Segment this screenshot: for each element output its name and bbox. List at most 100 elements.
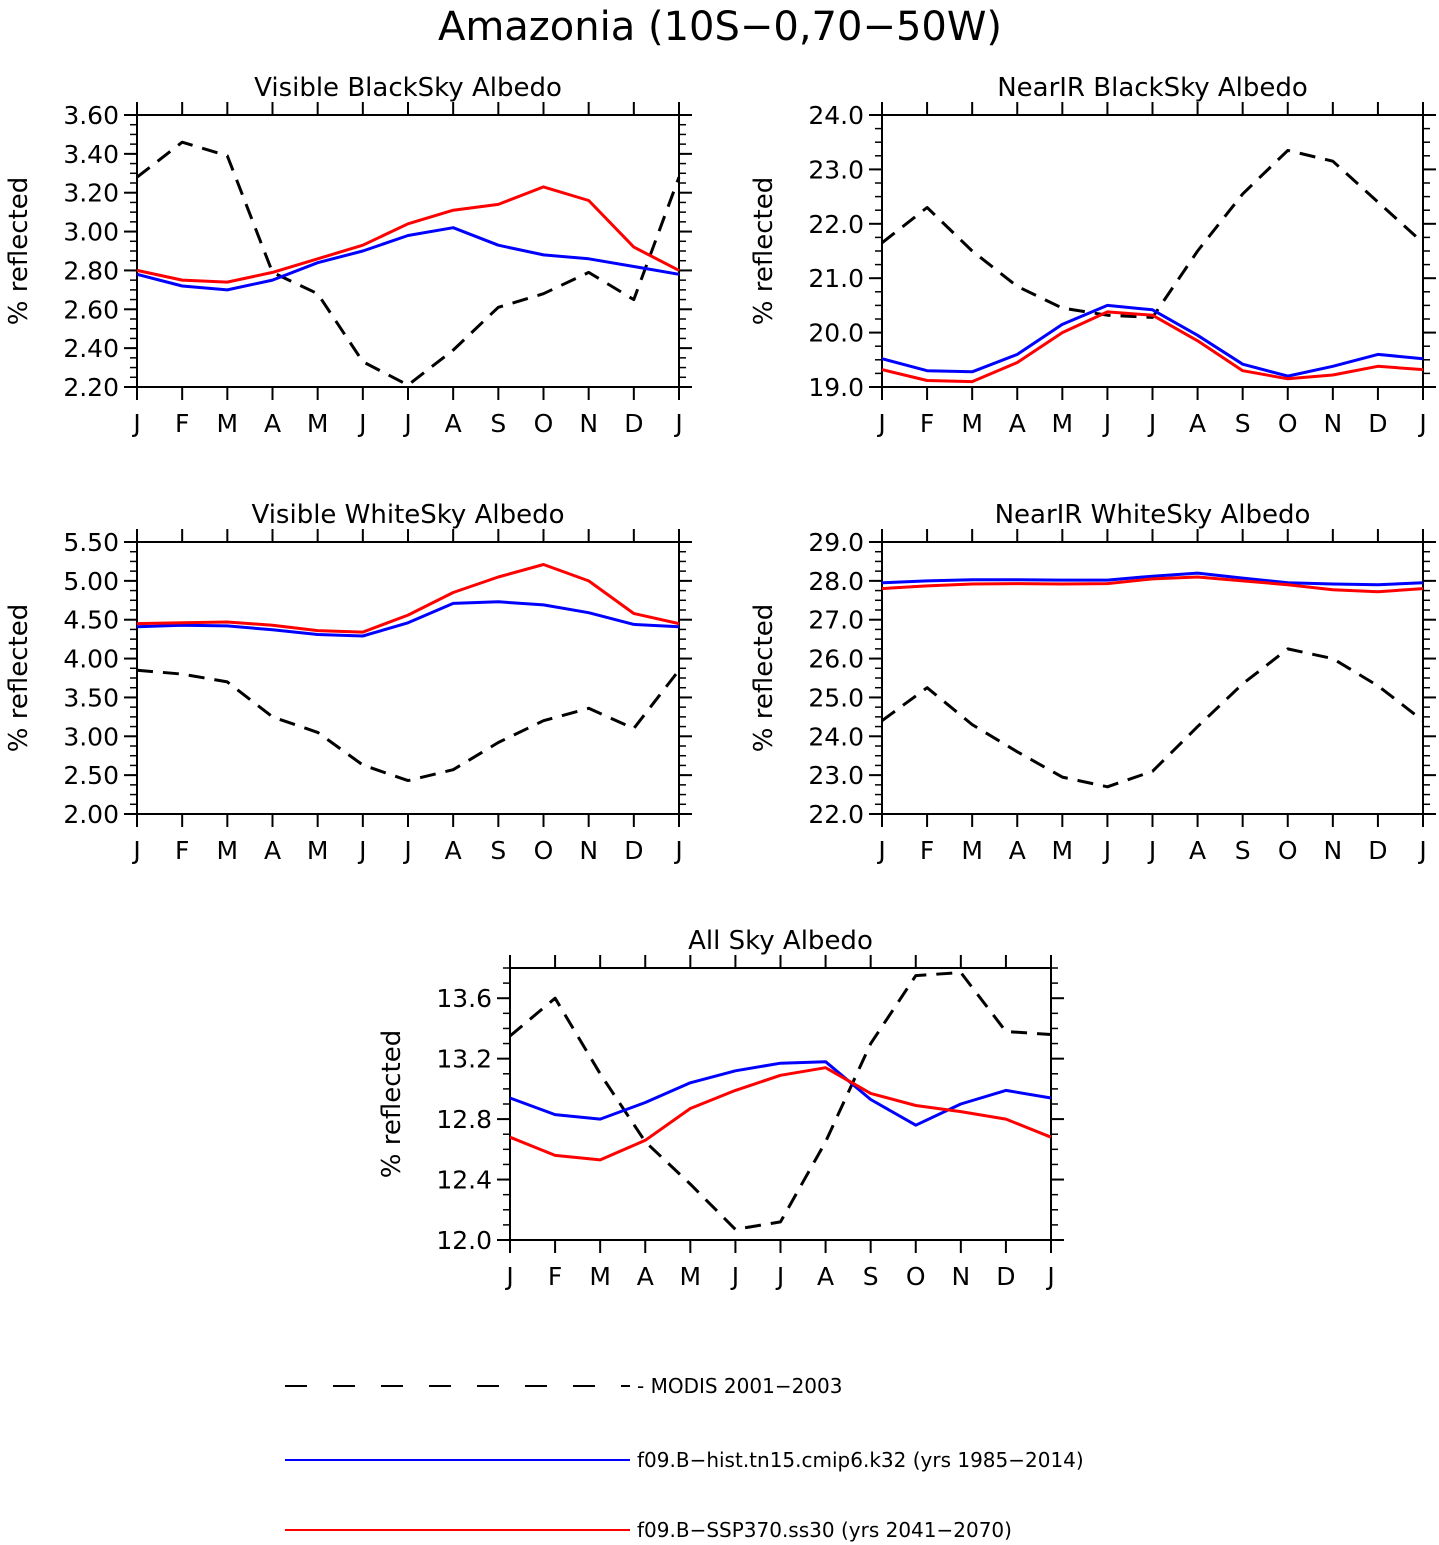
x-tick-label: A — [264, 409, 281, 438]
x-tick-label: N — [1323, 836, 1342, 865]
x-tick-label: D — [1368, 836, 1387, 865]
y-tick-label: 2.40 — [63, 334, 119, 363]
y-tick-label: 5.00 — [63, 567, 119, 596]
x-tick-label: A — [1189, 409, 1206, 438]
x-tick-label: J — [131, 836, 140, 865]
x-tick-label: J — [1147, 836, 1156, 865]
x-tick-label: M — [1052, 836, 1074, 865]
y-tick-label: 2.20 — [63, 373, 119, 402]
x-tick-label: M — [589, 1262, 611, 1291]
series-line — [509, 1060, 1052, 1127]
x-tick-label: D — [624, 409, 643, 438]
legend-label: f09.B−SSP370.ss30 (yrs 2041−2070) — [637, 1518, 1012, 1542]
plot-frame — [136, 541, 680, 815]
x-tick-label: S — [863, 1262, 879, 1291]
y-tick-label: 3.60 — [63, 101, 119, 130]
y-tick-label: 5.50 — [63, 528, 119, 557]
x-tick-label: F — [920, 409, 934, 438]
y-tick-label: 12.0 — [436, 1226, 492, 1255]
x-tick-label: M — [1052, 409, 1074, 438]
x-tick-label: M — [961, 836, 983, 865]
x-tick-label: A — [445, 836, 462, 865]
x-tick-label: J — [673, 836, 682, 865]
x-tick-label: O — [1278, 409, 1298, 438]
y-tick-label: 22.0 — [808, 210, 864, 239]
y-tick-label: 3.00 — [63, 722, 119, 751]
x-tick-label: S — [490, 409, 506, 438]
figure-title: Amazonia (10S−0,70−50W) — [438, 4, 1002, 50]
x-tick-label: A — [1009, 836, 1026, 865]
y-tick-label: 28.0 — [808, 567, 864, 596]
series-line — [509, 1066, 1052, 1162]
x-tick-label: J — [402, 409, 411, 438]
x-tick-label: D — [996, 1262, 1015, 1291]
x-tick-label: J — [504, 1262, 513, 1291]
x-tick-label: M — [217, 836, 239, 865]
x-tick-label: A — [637, 1262, 654, 1291]
series-line — [136, 668, 681, 783]
y-tick-label: 4.00 — [63, 645, 119, 674]
series-line — [881, 575, 1424, 594]
x-tick-label: A — [445, 409, 462, 438]
plot-frame — [881, 114, 1424, 388]
y-tick-label: 3.50 — [63, 683, 119, 712]
y-tick-label: 21.0 — [808, 264, 864, 293]
x-tick-label: J — [1417, 836, 1426, 865]
x-tick-label: J — [1045, 1262, 1054, 1291]
y-tick-label: 2.00 — [63, 800, 119, 829]
y-tick-label: 12.8 — [436, 1105, 492, 1134]
y-tick-label: 23.0 — [808, 155, 864, 184]
x-tick-label: J — [1417, 409, 1426, 438]
y-axis-label: % reflected — [749, 177, 779, 325]
legend: - MODIS 2001−2003 f09.B−hist.tn15.cmip6.k… — [285, 1374, 1084, 1542]
x-tick-label: F — [920, 836, 934, 865]
x-tick-label: J — [402, 836, 411, 865]
x-tick-label: O — [534, 409, 554, 438]
y-axis-label: % reflected — [4, 177, 34, 325]
x-tick-label: J — [876, 409, 885, 438]
x-tick-label: M — [307, 409, 329, 438]
y-tick-label: 24.0 — [808, 101, 864, 130]
x-tick-label: F — [175, 836, 189, 865]
x-tick-label: N — [579, 409, 598, 438]
x-tick-label: A — [817, 1262, 834, 1291]
y-tick-label: 13.6 — [436, 984, 492, 1013]
y-tick-label: 3.40 — [63, 140, 119, 169]
series-line — [136, 226, 680, 292]
series-line — [881, 303, 1424, 378]
x-tick-label: M — [680, 1262, 702, 1291]
x-tick-label: J — [876, 836, 885, 865]
y-tick-label: 13.2 — [436, 1045, 492, 1074]
series-line — [881, 310, 1424, 384]
series-line — [136, 140, 681, 387]
x-tick-label: M — [961, 409, 983, 438]
x-tick-label: S — [490, 836, 506, 865]
y-axis-label: % reflected — [377, 1030, 407, 1178]
x-tick-label: O — [534, 836, 554, 865]
y-tick-label: 27.0 — [808, 606, 864, 635]
x-tick-label: O — [1278, 836, 1298, 865]
x-tick-label: D — [624, 836, 643, 865]
panel-title: All Sky Albedo — [688, 926, 873, 956]
series-line — [136, 185, 680, 284]
y-tick-label: 12.4 — [436, 1166, 492, 1195]
y-tick-label: 19.0 — [808, 373, 864, 402]
y-axis-label: % reflected — [749, 604, 779, 752]
y-tick-label: 26.0 — [808, 645, 864, 674]
panel-title: NearIR BlackSky Albedo — [997, 73, 1308, 103]
y-tick-label: 2.50 — [63, 761, 119, 790]
x-tick-label: J — [131, 409, 140, 438]
x-tick-label: M — [217, 409, 239, 438]
x-tick-label: A — [1009, 409, 1026, 438]
series-line — [881, 148, 1425, 319]
x-tick-label: J — [1147, 409, 1156, 438]
series-line — [881, 571, 1424, 587]
x-tick-label: J — [673, 409, 682, 438]
x-tick-label: J — [775, 1262, 784, 1291]
x-tick-label: J — [730, 1262, 739, 1291]
y-tick-label: 25.0 — [808, 683, 864, 712]
